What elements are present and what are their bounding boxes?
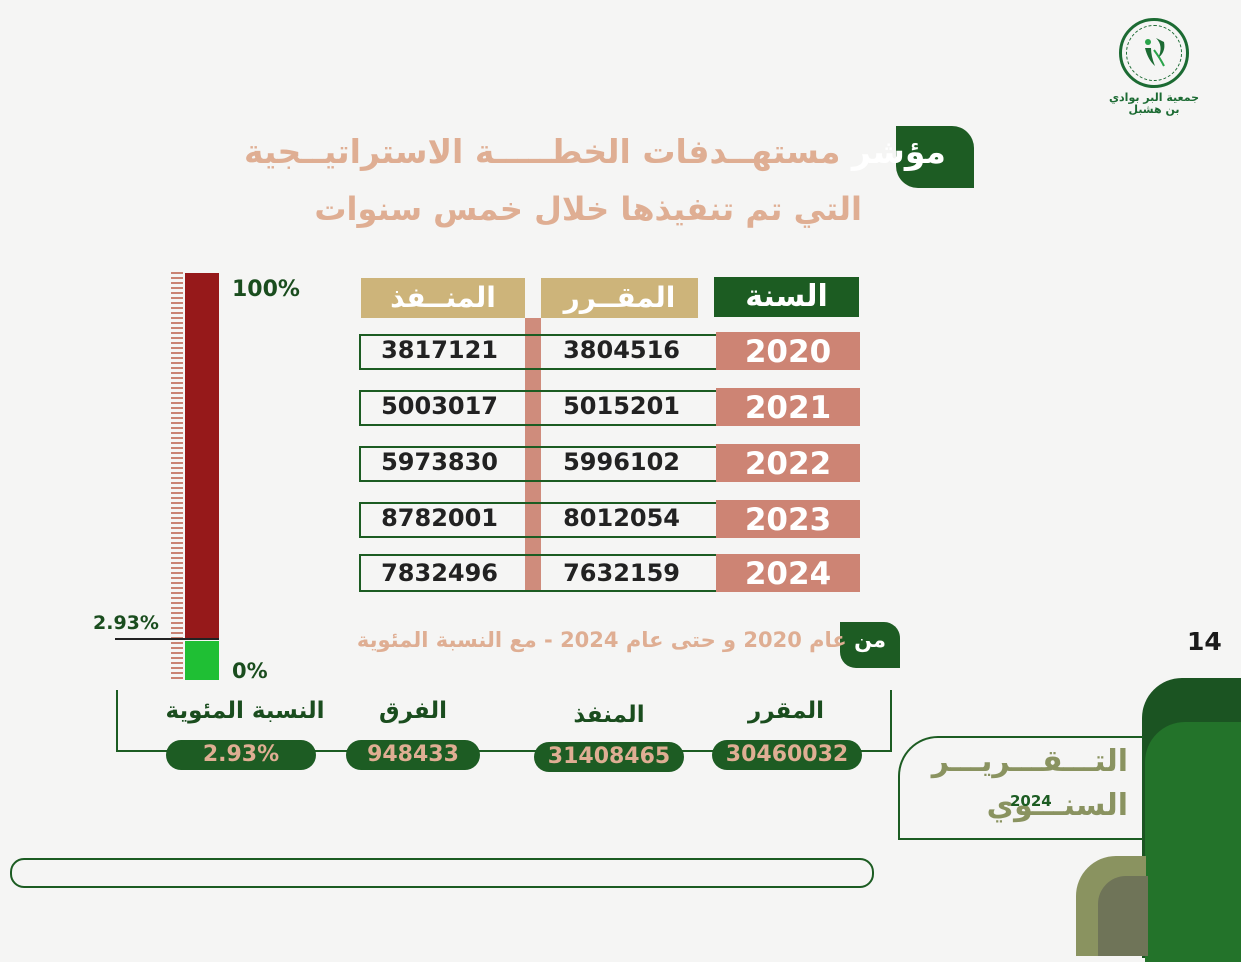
summary-box [116,690,892,752]
planned-cell: 5996102 [563,448,680,476]
summary-planned-value: 30460032 [712,740,862,770]
executed-cell: 5973830 [381,448,498,476]
summary-difference-label: الفرق [379,698,447,724]
annual-report-badge [898,736,1143,840]
page-title-line2: التي تم تنفيذها خلال خمس سنوات [314,190,862,228]
logo-ring [1119,18,1189,88]
executed-cell: 5003017 [381,392,498,420]
summary-difference-value: 948433 [346,740,480,770]
annual-report-line2: السنـــوي [986,788,1128,823]
progress-marker-line [115,638,219,640]
executed-cell: 8782001 [381,504,498,532]
year-cell: 2024 [716,554,860,592]
corner-decoration-olive-dark [1098,876,1148,956]
table-row [359,334,737,370]
summary-percent-label: النسبة المئوية [165,698,325,724]
title-line1-rest: مستهــدفات الخطـــــة الاستراتيــجية [244,132,852,171]
table-row [359,446,737,482]
progress-remaining-bar [185,273,219,639]
progress-label-bottom: 0% [232,659,268,683]
logo-name: جمعية البر بوادي بن هشبل [1108,91,1200,116]
title-accent-tab [896,126,974,188]
year-cell: 2022 [716,444,860,482]
planned-cell: 7632159 [563,559,680,587]
year-cell: 2021 [716,388,860,426]
page-title: مؤشر مستهــدفات الخطـــــة الاستراتيــجي… [200,132,946,171]
progress-achieved-bar [185,641,219,680]
planned-cell: 3804516 [563,336,680,364]
progress-scale-ticks [171,272,183,680]
header-planned: المقــرر [541,278,698,318]
column-divider [525,318,541,592]
table-row [359,390,737,426]
summary-executed-label: المنفذ [573,702,645,728]
year-cell: 2020 [716,332,860,370]
logo-inner-ring [1126,25,1182,81]
header-executed: المنــفذ [361,278,525,318]
summary-percent-value: 2.93% [166,740,316,770]
planned-cell: 8012054 [563,504,680,532]
subtitle-rest: عام 2020 و حتى عام 2024 - مع النسبة المئ… [356,628,855,652]
footer-bar [10,858,874,888]
summary-planned-label: المقرر [747,698,825,724]
title-first-word: مؤشر [851,132,946,171]
year-cell: 2023 [716,500,860,538]
table-row [359,554,737,592]
summary-executed-value: 31408465 [534,742,684,772]
logo-emblem-icon [1145,38,1165,67]
table-row [359,502,737,538]
progress-label-top: 100% [232,277,300,302]
subtitle-first-word: من [854,628,886,652]
subtitle: من عام 2020 و حتى عام 2024 - مع النسبة ا… [250,628,886,652]
subtitle-accent-tab [840,622,900,668]
corner-decoration-green [1145,722,1241,962]
annual-report-year: 2024 [1010,792,1052,810]
progress-label-current: 2.93% [93,612,159,634]
annual-report-line1: التـــقـــريـــر [931,744,1128,779]
page-number: 14 [1187,627,1222,656]
planned-cell: 5015201 [563,392,680,420]
header-year: السنة [714,277,859,317]
executed-cell: 3817121 [381,336,498,364]
executed-cell: 7832496 [381,559,498,587]
logo: جمعية البر بوادي بن هشبل [1106,18,1206,124]
